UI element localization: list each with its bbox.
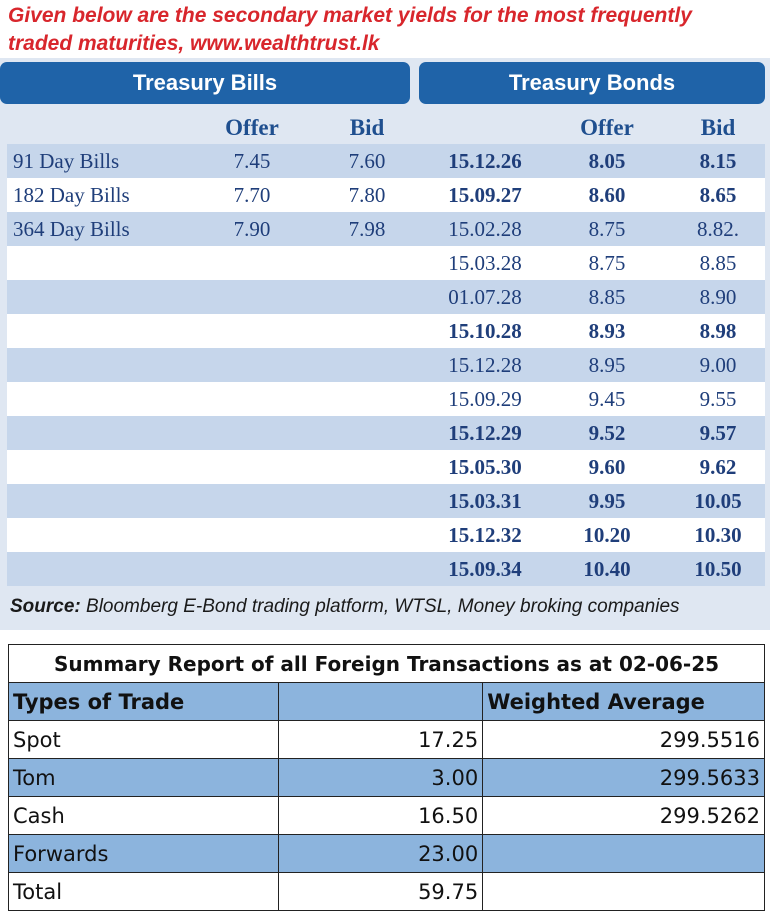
trade-amount: 23.00: [277, 834, 484, 873]
bond-offer: 8.95: [588, 353, 626, 377]
bond-offer: 9.60: [588, 455, 626, 479]
trade-amount: 3.00: [277, 758, 484, 797]
bond-maturity: 15.12.32: [448, 523, 522, 547]
bond-bid: 8.85: [699, 251, 737, 275]
summary-header-row: Types of Trade Weighted Average: [8, 682, 765, 721]
bill-offer: 7.45: [233, 149, 271, 173]
yield-row: 15.12.32 10.20 10.30: [7, 518, 765, 552]
bond-bid: 9.57: [699, 421, 737, 445]
bond-maturity: 15.05.30: [448, 455, 522, 479]
table-row: Tom 3.00 299.5633: [8, 758, 765, 797]
source-note: Source: Bloomberg E-Bond trading platfor…: [10, 596, 680, 618]
yield-row: 15.03.28 8.75 8.85: [7, 246, 765, 280]
bond-offer: 9.45: [588, 387, 626, 411]
bond-bid: 10.50: [694, 557, 742, 581]
trade-type: Forwards: [8, 834, 279, 873]
summary-title: Summary Report of all Foreign Transactio…: [8, 644, 765, 683]
bond-bid: 8.15: [699, 149, 737, 173]
yield-row: 15.10.28 8.93 8.98: [7, 314, 765, 348]
weighted-average-heading: Weighted Average: [482, 682, 765, 721]
bond-maturity: 15.12.28: [448, 353, 522, 377]
bills-bid-heading: Bid: [349, 115, 385, 140]
weighted-average: 299.5633: [482, 758, 765, 797]
table-row: Total 59.75: [8, 872, 765, 911]
weighted-average: 299.5516: [482, 720, 765, 759]
types-of-trade-heading: Types of Trade: [8, 682, 279, 721]
yield-row: 182 Day Bills 7.70 7.80 15.09.27 8.60 8.…: [7, 178, 765, 212]
trade-type: Cash: [8, 796, 279, 835]
trade-amount: 16.50: [277, 796, 484, 835]
intro-line-1: Given below are the secondary market yie…: [8, 4, 692, 27]
trade-amount: 59.75: [277, 872, 484, 911]
weighted-average: 299.5262: [482, 796, 765, 835]
bonds-bid-heading: Bid: [700, 115, 736, 140]
treasury-bills-header: Treasury Bills: [0, 62, 410, 104]
bill-name: 182 Day Bills: [13, 183, 130, 207]
bonds-offer-heading: Offer: [580, 115, 634, 140]
bond-offer: 8.75: [588, 217, 626, 241]
bill-name: 91 Day Bills: [13, 149, 120, 173]
yield-row: 15.09.29 9.45 9.55: [7, 382, 765, 416]
trade-type: Tom: [8, 758, 279, 797]
bond-bid: 10.05: [694, 489, 742, 513]
bond-offer: 10.20: [583, 523, 631, 547]
bond-maturity: 15.12.26: [448, 149, 522, 173]
bond-maturity: 15.03.31: [448, 489, 522, 513]
table-row: Forwards 23.00: [8, 834, 765, 873]
trade-type: Total: [8, 872, 279, 911]
bond-maturity: 15.10.28: [448, 319, 522, 343]
yield-row: 15.03.31 9.95 10.05: [7, 484, 765, 518]
bond-bid: 8.82.: [697, 217, 739, 241]
intro-line-2: traded maturities, www.wealthtrust.lk: [8, 32, 380, 55]
weighted-average: [482, 872, 765, 911]
trade-amount: 17.25: [277, 720, 484, 759]
bill-bid: 7.80: [348, 183, 386, 207]
bond-maturity: 15.02.28: [448, 217, 522, 241]
treasury-bonds-header: Treasury Bonds: [419, 62, 765, 104]
table-row: Cash 16.50 299.5262: [8, 796, 765, 835]
bills-offer-heading: Offer: [225, 115, 279, 140]
bond-maturity: 15.09.29: [448, 387, 522, 411]
amount-heading: [277, 682, 484, 721]
yield-row: 15.12.28 8.95 9.00: [7, 348, 765, 382]
bond-offer: 9.95: [588, 489, 626, 513]
yield-row: 01.07.28 8.85 8.90: [7, 280, 765, 314]
bond-offer: 9.52: [588, 421, 626, 445]
bill-name: 364 Day Bills: [13, 217, 130, 241]
trade-type: Spot: [8, 720, 279, 759]
yield-row: 15.05.30 9.60 9.62: [7, 450, 765, 484]
source-label: Source:: [10, 596, 81, 617]
intro-text: Given below are the secondary market yie…: [8, 2, 763, 58]
bond-maturity: 15.12.29: [448, 421, 522, 445]
yield-row: 91 Day Bills 7.45 7.60 15.12.26 8.05 8.1…: [7, 144, 765, 178]
bill-offer: 7.90: [233, 217, 271, 241]
yield-row: 364 Day Bills 7.90 7.98 15.02.28 8.75 8.…: [7, 212, 765, 246]
bond-offer: 8.60: [588, 183, 626, 207]
yield-row: 15.12.29 9.52 9.57: [7, 416, 765, 450]
bond-maturity: 15.09.27: [448, 183, 522, 207]
bill-offer: 7.70: [233, 183, 271, 207]
bond-maturity: 01.07.28: [448, 285, 522, 309]
bond-maturity: 15.09.34: [448, 557, 522, 581]
bond-bid: 9.55: [699, 387, 737, 411]
bond-bid: 8.65: [699, 183, 737, 207]
yield-row: 15.09.34 10.40 10.50: [7, 552, 765, 586]
foreign-transactions-table: Summary Report of all Foreign Transactio…: [8, 644, 765, 911]
bond-bid: 10.30: [694, 523, 742, 547]
bond-bid: 8.98: [699, 319, 737, 343]
table-row: Spot 17.25 299.5516: [8, 720, 765, 759]
bond-bid: 9.00: [699, 353, 737, 377]
weighted-average: [482, 834, 765, 873]
bill-bid: 7.98: [348, 217, 386, 241]
bond-bid: 8.90: [699, 285, 737, 309]
bond-offer: 8.85: [588, 285, 626, 309]
bond-offer: 8.05: [588, 149, 626, 173]
source-text: Bloomberg E-Bond trading platform, WTSL,…: [80, 596, 680, 617]
bond-offer: 8.75: [588, 251, 626, 275]
bill-bid: 7.60: [348, 149, 386, 173]
bond-offer: 8.93: [588, 319, 626, 343]
bond-maturity: 15.03.28: [448, 251, 522, 275]
bond-bid: 9.62: [699, 455, 737, 479]
bond-offer: 10.40: [583, 557, 631, 581]
